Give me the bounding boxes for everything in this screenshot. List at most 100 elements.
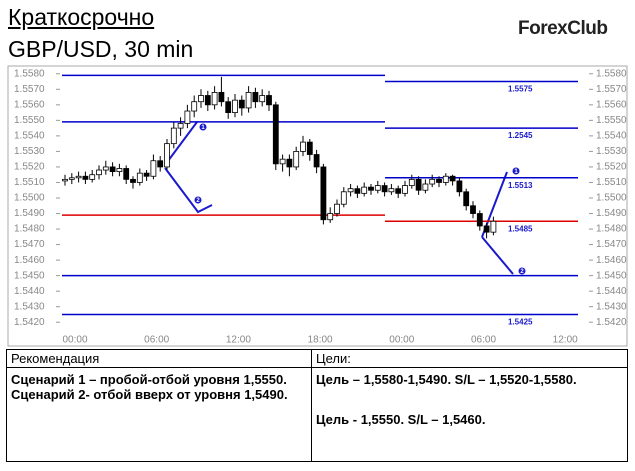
candle-body [177, 123, 184, 129]
y-tick-label: 1.5530 [14, 146, 45, 157]
candle-body [436, 178, 442, 183]
candle-body [347, 188, 354, 193]
candle-body [395, 188, 402, 194]
candle-body [272, 104, 279, 165]
y-tick-label: 1.5510 [14, 177, 45, 188]
y-tick-label-right: 1.5470 [596, 239, 627, 250]
y-tick-label-right: 1.5580 [596, 68, 627, 79]
candle-body [320, 166, 327, 221]
candle-body [211, 92, 218, 106]
y-tick-label-right: 1.5540 [596, 131, 627, 142]
candle-body [191, 101, 198, 112]
candle-body [89, 174, 96, 180]
candle-body [449, 175, 456, 182]
level-label: 1.5575 [508, 85, 533, 94]
candle-body [279, 158, 286, 165]
candle-body [204, 95, 211, 106]
x-tick-label: 18:00 [308, 335, 333, 346]
y-tick-label-right: 1.5430 [596, 301, 627, 312]
candle-body [300, 141, 306, 152]
recommendation-table: Рекомендация Цели: Сценарий 1 – пробой-от… [6, 349, 628, 462]
chart-frame [7, 65, 628, 347]
header-cell: Цели: [311, 349, 628, 368]
candle-body [143, 172, 150, 177]
scenario-number: 2 [196, 198, 200, 204]
x-tick-label: 06:00 [144, 335, 169, 346]
y-tick-label-right: 1.5560 [596, 99, 627, 110]
y-tick-label: 1.5440 [14, 286, 45, 297]
candle-body [361, 186, 368, 194]
y-tick-label-right: 1.5420 [596, 317, 627, 328]
scenarios-cell: Сценарий 1 – пробой-отбой уровня 1,5550.… [6, 367, 312, 462]
y-tick-label-right: 1.5520 [596, 162, 627, 173]
candle-body [368, 186, 374, 191]
candle-body [170, 127, 177, 145]
y-tick-label-right: 1.5500 [596, 193, 627, 204]
level-label: 1.2545 [508, 131, 533, 140]
candle-body [62, 178, 68, 182]
y-tick-label: 1.5420 [14, 317, 45, 328]
candle-body [442, 175, 449, 183]
y-tick-label: 1.5570 [14, 84, 45, 95]
scenario-marker [518, 267, 526, 275]
x-tick-label: 12:00 [226, 335, 251, 346]
candle-body [483, 225, 490, 233]
candle-body [225, 101, 232, 113]
scenario-arrow [164, 167, 213, 214]
candle-body [374, 185, 381, 191]
y-tick-label: 1.5560 [14, 99, 45, 110]
y-tick-label-right: 1.5550 [596, 115, 627, 126]
candle-body [164, 143, 170, 168]
chart: 1.5580 1.5580 1.5570 1.5570 1.5560 1.5560 1.55… [7, 65, 628, 347]
y-tick-label: 1.5450 [14, 270, 45, 281]
candle-body [306, 141, 313, 155]
y-tick-label: 1.5490 [14, 208, 45, 219]
candle-body [422, 183, 429, 191]
y-tick-label: 1.5550 [14, 115, 45, 126]
candle-body [327, 213, 334, 221]
candle-body [334, 203, 340, 214]
target: Цель – 1,5580-1,5490. S/L – 1,5520-1,558… [316, 372, 577, 387]
y-tick-label-right: 1.5460 [596, 255, 627, 266]
candle-body [415, 178, 422, 191]
candle-body [109, 166, 116, 173]
candle-body [381, 185, 388, 193]
candle-body [232, 99, 238, 113]
scenario-number: 1 [201, 125, 205, 131]
scenario: Сценарий 1 – пробой-отбой уровня 1,5550. [11, 372, 287, 387]
scenario-number: 2 [520, 269, 524, 275]
candle-body [116, 168, 123, 172]
candle-body [82, 175, 89, 180]
scenario-marker [512, 167, 520, 175]
y-tick-label: 1.5430 [14, 301, 45, 312]
candle-body [75, 175, 82, 179]
scenario-marker [194, 196, 202, 204]
subtitle: GBP/USD, 30 min [8, 36, 194, 62]
candle-body [198, 95, 204, 103]
header-cell: Рекомендация [6, 349, 312, 368]
candle-body [354, 188, 361, 194]
candle-body [218, 92, 225, 103]
candle-body [402, 185, 408, 194]
y-tick-label: 1.5500 [14, 193, 45, 204]
title: Краткосрочно [8, 4, 155, 30]
logo: ForexClub [518, 18, 608, 39]
candle-body [252, 92, 259, 103]
y-tick-label-right: 1.5490 [596, 208, 627, 219]
candle-body [157, 160, 164, 168]
y-tick-label-right: 1.5530 [596, 146, 627, 157]
candle-body [68, 177, 75, 180]
x-tick-label: 12:00 [553, 335, 578, 346]
scenario-arrow [164, 121, 198, 166]
scenario-arrow [481, 236, 514, 275]
candle-body [184, 110, 191, 124]
candle-body [456, 180, 463, 193]
scenario-marker [199, 123, 207, 131]
x-tick-label: 06:00 [471, 335, 496, 346]
candle-body [388, 188, 395, 193]
candle-body [130, 178, 136, 183]
level-label: 1.5513 [508, 181, 533, 190]
y-tick-label: 1.5480 [14, 224, 45, 235]
y-tick-label: 1.5520 [14, 162, 45, 173]
